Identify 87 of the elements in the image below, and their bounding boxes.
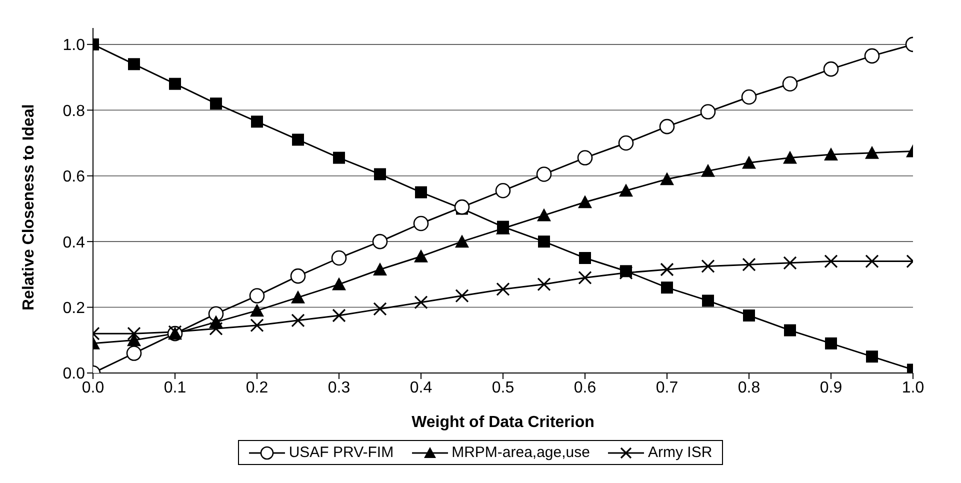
point	[209, 322, 223, 336]
point	[660, 172, 674, 186]
x-tick-label: 0.1	[164, 379, 186, 396]
point	[865, 146, 879, 159]
x-tick-label: 0.2	[246, 379, 268, 396]
point	[372, 234, 388, 250]
x-tick-label: 0.4	[410, 379, 432, 396]
point	[783, 150, 797, 164]
point	[331, 250, 347, 266]
point	[290, 268, 306, 284]
point	[784, 324, 796, 336]
point	[866, 350, 878, 363]
point	[701, 164, 715, 177]
point	[742, 156, 756, 169]
point	[783, 256, 797, 270]
point	[660, 262, 674, 276]
point	[578, 195, 592, 208]
point	[702, 294, 714, 307]
point	[415, 186, 427, 198]
y-tick-label: 0.8	[62, 102, 86, 120]
point	[455, 234, 469, 248]
legend-label: MRPM-area,age,use	[452, 444, 590, 461]
x-tick-label: 0.7	[656, 379, 678, 396]
point	[250, 304, 264, 317]
point	[413, 216, 429, 232]
x-tick-label: 0.3	[328, 379, 350, 396]
point	[291, 314, 305, 328]
y-tick-label: 0.6	[62, 168, 86, 186]
point	[373, 262, 387, 276]
point	[495, 182, 511, 198]
x-tick-label: 0.8	[738, 379, 760, 396]
point	[332, 308, 346, 322]
point	[619, 184, 633, 197]
point	[538, 236, 550, 248]
point	[251, 116, 263, 128]
x-tick-label: 0.5	[492, 379, 514, 396]
point	[169, 78, 181, 90]
point	[741, 89, 757, 105]
point	[128, 58, 140, 70]
point	[537, 277, 551, 292]
point	[864, 48, 880, 64]
point	[454, 199, 470, 215]
point	[701, 259, 715, 274]
point	[824, 254, 838, 268]
point	[536, 166, 552, 182]
point	[742, 258, 756, 272]
legend-label: Army ISR	[648, 444, 712, 461]
point	[210, 98, 222, 110]
x-axis-title: Weight of Data Criterion	[412, 414, 594, 431]
x-tick-label: 0.6	[574, 379, 596, 396]
point	[865, 254, 879, 268]
point	[823, 61, 839, 77]
point	[619, 266, 633, 280]
point	[577, 150, 593, 166]
point	[579, 252, 591, 264]
point	[127, 326, 141, 340]
point	[249, 288, 265, 304]
point	[700, 104, 716, 120]
y-axis-title: Relative Closeness to Ideal	[20, 104, 38, 310]
point	[292, 134, 304, 146]
point	[333, 152, 345, 164]
y-tick-label: 0.2	[62, 300, 86, 317]
point	[659, 118, 675, 134]
point	[126, 346, 142, 361]
point	[496, 282, 510, 296]
point	[332, 277, 346, 290]
point	[373, 302, 387, 316]
point	[127, 333, 141, 346]
point	[743, 310, 755, 322]
point	[414, 249, 428, 262]
point	[414, 296, 428, 310]
point	[824, 148, 838, 160]
point	[825, 337, 837, 350]
point	[455, 288, 469, 303]
point	[291, 290, 305, 304]
point	[618, 135, 634, 151]
point	[250, 318, 264, 332]
point	[537, 208, 551, 222]
point	[782, 76, 798, 92]
point	[661, 282, 673, 294]
y-tick-label: 1.0	[62, 37, 86, 54]
x-tick-label: 1.0	[902, 379, 924, 396]
y-tick-label: 0.4	[62, 234, 86, 252]
legend-label: USAF PRV-FIM	[288, 444, 394, 461]
point	[578, 270, 592, 285]
x-tick-label: 0.9	[820, 379, 842, 396]
point	[374, 168, 386, 180]
